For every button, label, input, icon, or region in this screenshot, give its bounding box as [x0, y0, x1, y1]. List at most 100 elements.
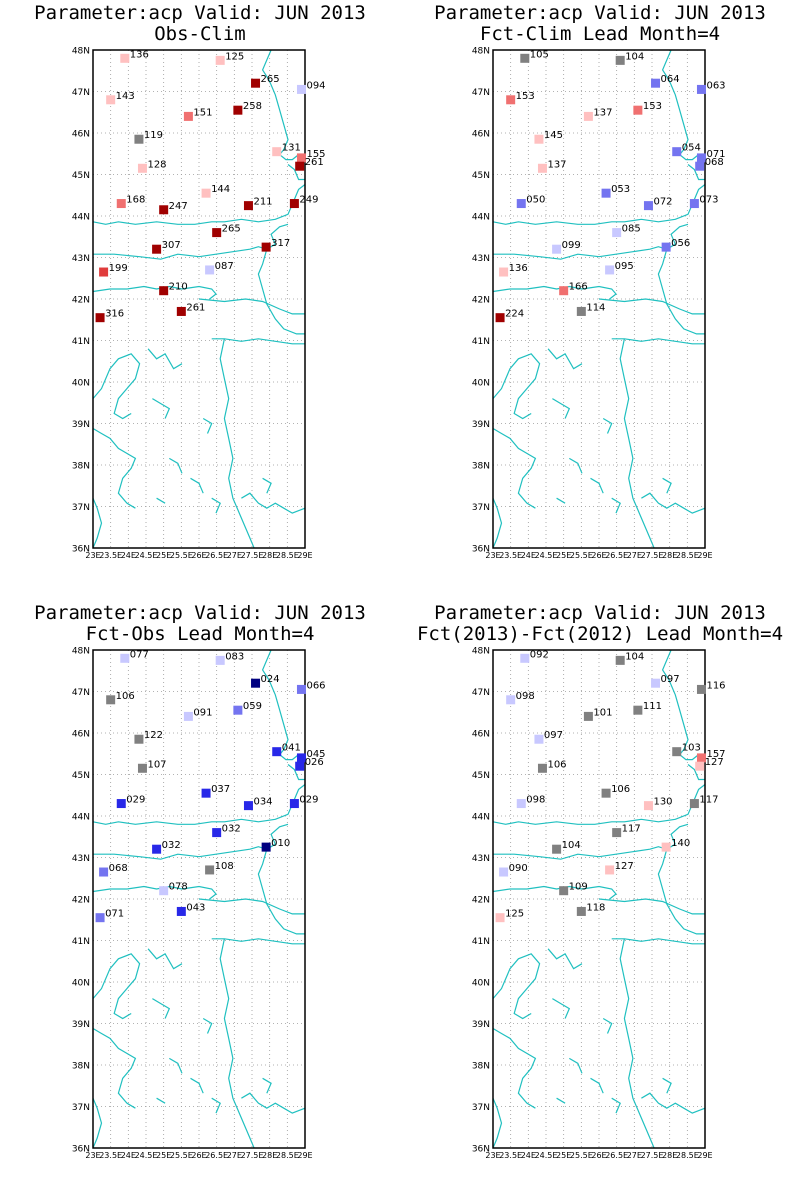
station-marker — [520, 653, 530, 663]
coastline — [211, 1097, 221, 1114]
station-marker — [215, 55, 225, 65]
lon-tick-label: 28E — [662, 551, 677, 560]
station-marker — [499, 267, 509, 277]
station-marker — [295, 161, 305, 171]
lat-tick-label: 39N — [72, 1020, 90, 1030]
station-marker — [137, 163, 147, 173]
station-value-label: 099 — [562, 240, 581, 251]
station-marker — [633, 705, 643, 715]
map-frame — [492, 649, 706, 1149]
lat-tick-label: 43N — [72, 854, 90, 864]
coastline — [198, 898, 305, 915]
lon-tick-label: 28.5E — [676, 551, 699, 560]
coastline — [211, 938, 305, 945]
station-marker — [201, 788, 211, 798]
station-value-label: 098 — [516, 691, 535, 702]
lon-tick-label: 25E — [156, 1151, 171, 1160]
station-marker — [95, 913, 105, 923]
station-marker — [183, 111, 193, 121]
station-marker — [506, 95, 516, 105]
station-marker — [520, 53, 530, 63]
station-value-label: 104 — [562, 840, 581, 851]
station-value-label: 066 — [306, 680, 325, 691]
station-value-label: 125 — [505, 909, 524, 920]
lon-tick-label: 28E — [662, 1151, 677, 1160]
station-marker — [672, 147, 682, 157]
lon-tick-label: 29E — [297, 1151, 312, 1160]
coastline — [492, 885, 617, 900]
coastline — [241, 492, 306, 514]
coastline — [92, 1097, 103, 1149]
station-value-label: 043 — [186, 902, 205, 913]
stations: 136 1252650941432581511191311552611281441… — [95, 49, 326, 323]
coastline — [257, 849, 305, 935]
coastline — [687, 764, 705, 781]
station-value-label: 137 — [593, 107, 612, 118]
lat-tick-label: 42N — [72, 896, 90, 906]
coastline — [190, 1077, 204, 1094]
station-marker — [183, 711, 193, 721]
lon-tick-label: 25E — [556, 551, 571, 560]
station-value-label: 157 — [706, 749, 725, 760]
station-value-label: 063 — [706, 80, 725, 91]
coastline — [492, 353, 541, 420]
lat-tick-label: 38N — [72, 462, 90, 472]
station-value-label: 140 — [671, 838, 690, 849]
lon-tick-label: 24E — [521, 551, 536, 560]
lon-tick-label: 27E — [627, 551, 642, 560]
lon-tick-label: 24.5E — [535, 1151, 558, 1160]
station-marker — [689, 199, 699, 209]
panel-title-line1: Parameter:acp Valid: JUN 2013 — [34, 602, 366, 624]
lat-tick-label: 40N — [472, 979, 490, 989]
coastline — [93, 243, 276, 260]
lat-tick-label: 43N — [472, 254, 490, 264]
station-marker — [651, 78, 661, 88]
station-value-label: 029 — [299, 795, 318, 806]
lat-tick-label: 46N — [72, 730, 90, 740]
station-value-label: 097 — [544, 730, 563, 741]
coastline — [270, 223, 289, 245]
lon-tick-label: 25.5E — [570, 551, 593, 560]
coastline — [152, 998, 171, 1019]
station-map: 36N 37N 38N 39N 40N 41N 42N 43N 44N 45N 46N 47N 48N 2… — [72, 647, 326, 1161]
coastline — [552, 398, 571, 419]
station-marker — [495, 913, 505, 923]
coastline — [211, 338, 305, 345]
grid-lines — [93, 650, 305, 1148]
lon-tick-label: 27E — [227, 1151, 242, 1160]
station-marker — [205, 265, 215, 275]
station-value-label: 117 — [622, 824, 641, 835]
station-value-label: 034 — [253, 797, 272, 808]
lat-tick-label: 46N — [72, 130, 90, 140]
coastline — [219, 938, 255, 1149]
station-marker — [95, 313, 105, 323]
station-marker — [251, 78, 261, 88]
station-value-label: 118 — [586, 902, 605, 913]
station-marker — [106, 695, 116, 705]
lat-tick-label: 48N — [472, 647, 490, 657]
coastline — [556, 1097, 566, 1104]
coastline — [670, 823, 689, 845]
coastline — [556, 497, 566, 504]
lat-tick-label: 40N — [72, 979, 90, 989]
station-value-label: 097 — [661, 674, 680, 685]
station-marker — [495, 313, 505, 323]
lon-tick-label: 29E — [697, 1151, 712, 1160]
station-value-label: 024 — [261, 674, 280, 685]
station-marker — [272, 747, 282, 757]
lat-tick-label: 45N — [72, 171, 90, 181]
station-marker — [516, 799, 526, 809]
station-value-label: 258 — [243, 101, 262, 112]
coastline — [262, 1077, 272, 1094]
lon-tick-label: 23.5E — [499, 551, 522, 560]
lat-tick-label: 37N — [472, 503, 490, 513]
lon-tick-label: 26E — [591, 551, 606, 560]
lon-tick-label: 24E — [121, 1151, 136, 1160]
station-marker — [559, 286, 569, 296]
lon-tick-label: 24E — [121, 551, 136, 560]
lon-tick-label: 26E — [591, 1151, 606, 1160]
coastline — [287, 164, 305, 181]
lat-tick-label: 38N — [72, 1062, 90, 1072]
station-map: 36N 37N 38N 39N 40N 41N 42N 43N 44N 45N 46N 47N 48N 2… — [472, 647, 726, 1161]
coastline — [92, 427, 137, 509]
